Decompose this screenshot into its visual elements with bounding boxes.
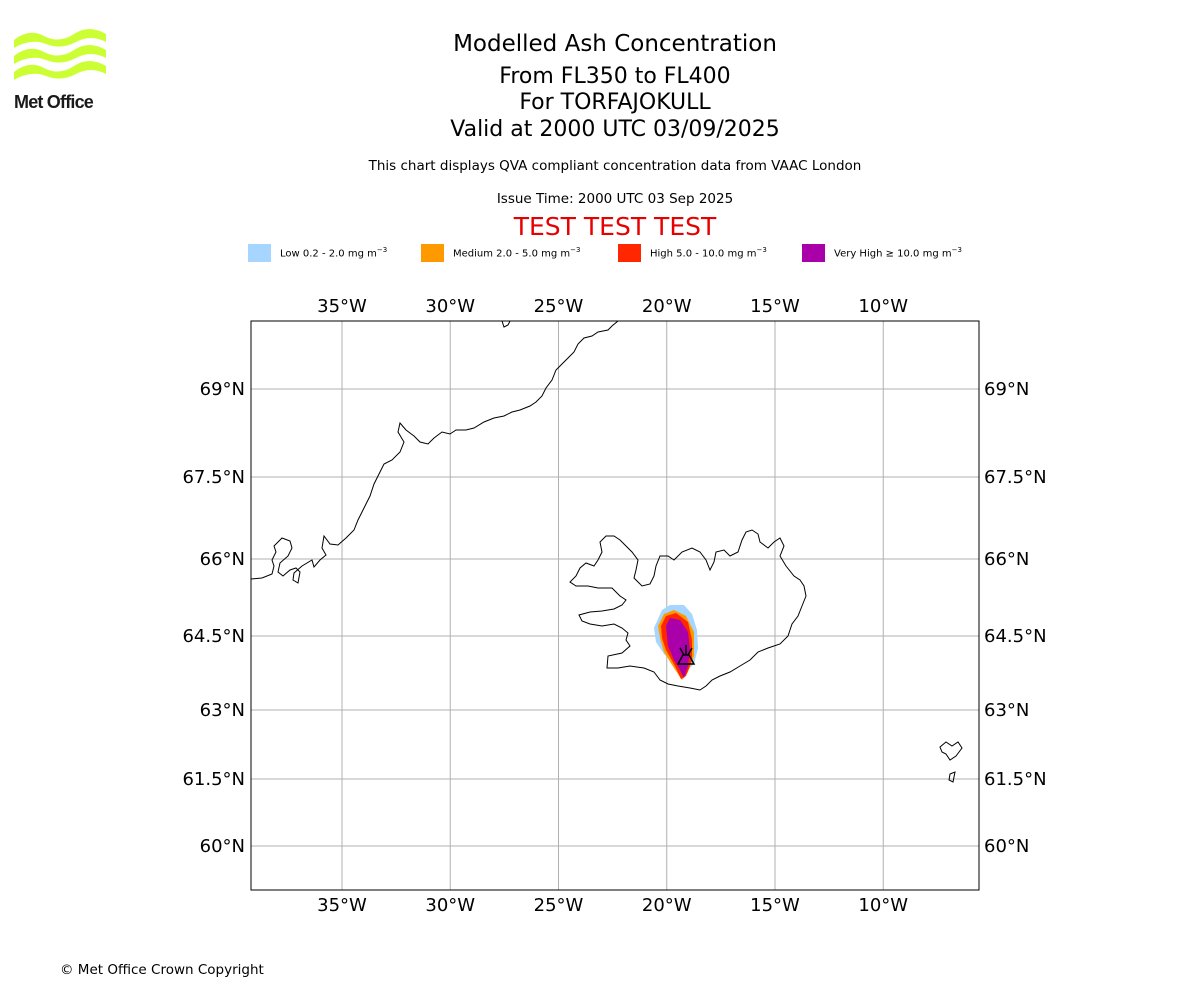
axis-tick-labels: 35°W 35°W 30°W 30°W 25°W 25°W 20°W 20°W 15°W 15°W… bbox=[182, 296, 1046, 916]
lon-tick-label-bottom: 25°W bbox=[534, 895, 584, 916]
compliance-note: This chart displays QVA compliant concen… bbox=[368, 158, 862, 174]
lat-tick-label-right: 67.5°N bbox=[984, 467, 1047, 488]
logo-text: Met Office bbox=[14, 92, 94, 112]
lat-tick-label-left: 69°N bbox=[200, 379, 245, 400]
lon-tick-label-top: 10°W bbox=[858, 296, 908, 317]
lon-tick-label-top: 35°W bbox=[317, 296, 367, 317]
lat-tick-label-left: 63°N bbox=[200, 700, 245, 721]
legend-swatch-medium bbox=[421, 244, 444, 262]
flight-level-range: From FL350 to FL400 bbox=[499, 64, 731, 89]
ash-plume-very-high bbox=[666, 618, 690, 678]
greenland-coastline bbox=[250, 320, 619, 584]
lon-tick-label-top: 20°W bbox=[642, 296, 692, 317]
lat-tick-label-right: 69°N bbox=[984, 379, 1029, 400]
lat-tick-label-right: 61.5°N bbox=[984, 769, 1047, 790]
ash-plume bbox=[654, 605, 698, 680]
map-frame bbox=[250, 320, 980, 891]
lon-tick-label-bottom: 20°W bbox=[642, 895, 692, 916]
lon-tick-label-top: 15°W bbox=[750, 296, 800, 317]
lat-tick-label-left: 67.5°N bbox=[182, 467, 245, 488]
valid-time: Valid at 2000 UTC 03/09/2025 bbox=[450, 117, 780, 142]
lat-tick-label-left: 64.5°N bbox=[182, 626, 245, 647]
legend-label-very-high: Very High ≥ 10.0 mg m−3 bbox=[834, 246, 962, 260]
map-gridlines bbox=[251, 321, 979, 890]
lat-tick-label-left: 60°N bbox=[200, 836, 245, 857]
lat-tick-label-right: 66°N bbox=[984, 549, 1029, 570]
test-banner: TEST TEST TEST bbox=[513, 212, 717, 241]
lon-tick-label-bottom: 10°W bbox=[858, 895, 908, 916]
lon-tick-label-bottom: 30°W bbox=[425, 895, 475, 916]
lon-tick-label-bottom: 35°W bbox=[317, 895, 367, 916]
legend-label-medium: Medium 2.0 - 5.0 mg m−3 bbox=[453, 246, 581, 260]
volcano-icon bbox=[676, 645, 696, 665]
coastlines bbox=[250, 320, 963, 783]
legend-swatch-low bbox=[248, 244, 271, 262]
copyright-notice: © Met Office Crown Copyright bbox=[60, 962, 264, 978]
met-office-logo bbox=[14, 29, 106, 80]
lon-tick-label-top: 30°W bbox=[425, 296, 475, 317]
lon-tick-label-bottom: 15°W bbox=[750, 895, 800, 916]
legend-label-high: High 5.0 - 10.0 mg m−3 bbox=[650, 246, 767, 260]
faroe-islands-coastline bbox=[939, 741, 963, 783]
lat-tick-label-left: 66°N bbox=[200, 549, 245, 570]
greenland-coastline-north bbox=[501, 320, 511, 328]
lat-tick-label-right: 63°N bbox=[984, 700, 1029, 721]
legend-swatch-high bbox=[618, 244, 641, 262]
legend-label-low: Low 0.2 - 2.0 mg m−3 bbox=[280, 246, 388, 260]
legend-swatch-very-high bbox=[802, 244, 825, 262]
lat-tick-label-right: 60°N bbox=[984, 836, 1029, 857]
volcano-name: For TORFAJOKULL bbox=[519, 90, 711, 115]
lon-tick-label-top: 25°W bbox=[534, 296, 584, 317]
lat-tick-label-right: 64.5°N bbox=[984, 626, 1047, 647]
lat-tick-label-left: 61.5°N bbox=[182, 769, 245, 790]
chart-title: Modelled Ash Concentration bbox=[453, 31, 777, 57]
issue-time: Issue Time: 2000 UTC 03 Sep 2025 bbox=[496, 191, 734, 207]
iceland-coastline bbox=[569, 529, 807, 691]
